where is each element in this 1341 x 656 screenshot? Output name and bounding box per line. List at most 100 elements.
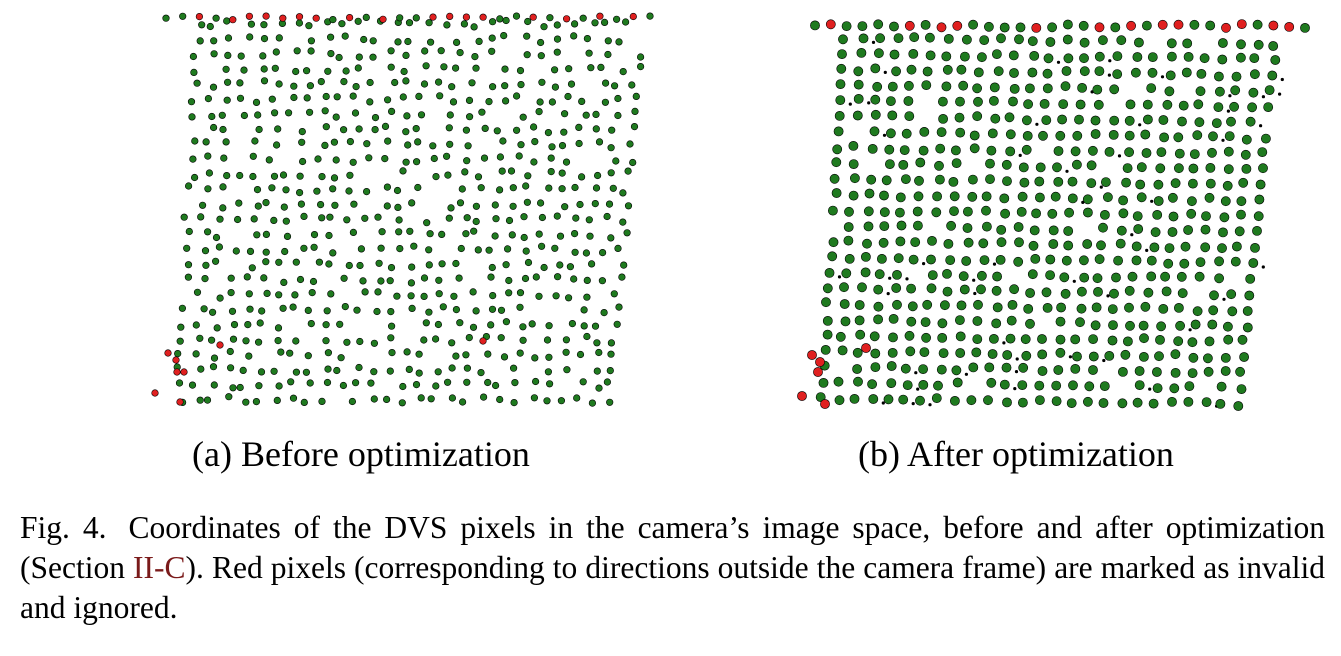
valid-pixel-dot — [996, 237, 1007, 248]
valid-pixel-dot — [407, 292, 415, 300]
valid-pixel-dot — [310, 243, 318, 251]
valid-pixel-dot — [898, 159, 909, 170]
valid-pixel-dot — [566, 263, 575, 271]
valid-pixel-dot — [1108, 320, 1118, 330]
valid-pixel-dot — [239, 366, 247, 375]
valid-pixel-dot — [381, 155, 389, 163]
valid-pixel-dot — [1208, 305, 1219, 316]
valid-pixel-dot — [1076, 303, 1087, 314]
valid-pixel-dot — [224, 51, 232, 60]
valid-pixel-dot — [369, 37, 377, 45]
valid-pixel-dot — [395, 216, 403, 224]
valid-pixel-dot — [374, 288, 382, 296]
invalid-pixel-dot — [825, 19, 836, 30]
projected-pixel-marker — [972, 278, 976, 282]
valid-pixel-dot — [509, 202, 517, 210]
valid-pixel-dot — [1079, 66, 1090, 77]
valid-pixel-dot — [895, 192, 906, 203]
valid-pixel-dot — [189, 52, 198, 61]
valid-pixel-dot — [1070, 363, 1081, 374]
valid-pixel-dot — [1245, 273, 1256, 284]
valid-pixel-dot — [889, 21, 899, 32]
valid-pixel-dot — [1136, 192, 1147, 203]
valid-pixel-dot — [537, 52, 545, 60]
valid-pixel-dot — [177, 323, 185, 331]
valid-pixel-dot — [838, 34, 848, 45]
valid-pixel-dot — [470, 227, 478, 235]
valid-pixel-dot — [948, 176, 959, 187]
valid-pixel-dot — [270, 216, 278, 224]
valid-pixel-dot — [1082, 207, 1093, 218]
valid-pixel-dot — [853, 66, 864, 77]
valid-pixel-dot — [349, 92, 357, 100]
valid-pixel-dot — [402, 128, 410, 136]
section-reference-link[interactable]: II-C — [133, 550, 186, 585]
valid-pixel-dot — [967, 174, 978, 185]
valid-pixel-dot — [857, 282, 867, 293]
valid-pixel-dot — [265, 156, 273, 164]
invalid-pixel-dot — [807, 350, 817, 360]
valid-pixel-dot — [937, 318, 948, 329]
valid-pixel-dot — [256, 319, 264, 327]
valid-pixel-dot — [1115, 238, 1126, 249]
valid-pixel-dot — [1190, 319, 1201, 330]
valid-pixel-dot — [1154, 351, 1164, 362]
valid-pixel-dot — [1139, 333, 1149, 344]
valid-pixel-dot — [201, 247, 210, 255]
valid-pixel-dot — [363, 140, 371, 148]
valid-pixel-dot — [1253, 211, 1264, 222]
valid-pixel-dot — [502, 97, 510, 105]
valid-pixel-dot — [507, 167, 516, 175]
projected-pixel-marker — [1130, 233, 1134, 237]
valid-pixel-dot — [423, 219, 431, 227]
valid-pixel-dot — [1136, 162, 1147, 173]
valid-pixel-dot — [918, 364, 928, 374]
projected-pixel-marker — [1072, 279, 1076, 283]
valid-pixel-dot — [446, 111, 454, 119]
valid-pixel-dot — [1209, 290, 1219, 301]
valid-pixel-dot — [260, 65, 268, 73]
valid-pixel-dot — [412, 381, 421, 389]
valid-pixel-dot — [560, 128, 568, 136]
valid-pixel-dot — [986, 145, 997, 156]
valid-pixel-dot — [242, 337, 250, 345]
valid-pixel-dot — [976, 270, 987, 281]
valid-pixel-dot — [1202, 353, 1213, 364]
valid-pixel-dot — [307, 47, 315, 55]
valid-pixel-dot — [535, 292, 543, 300]
valid-pixel-dot — [553, 212, 561, 220]
valid-pixel-dot — [831, 188, 842, 198]
valid-pixel-dot — [848, 159, 859, 169]
valid-pixel-dot — [1090, 115, 1101, 126]
invalid-pixel-dot — [629, 12, 637, 21]
valid-pixel-dot — [499, 137, 507, 145]
valid-pixel-dot — [609, 184, 617, 192]
valid-pixel-dot — [1187, 337, 1198, 348]
valid-pixel-dot — [215, 243, 223, 251]
invalid-pixel-dot — [216, 341, 224, 349]
valid-pixel-dot — [1022, 130, 1033, 141]
valid-pixel-dot — [247, 20, 255, 28]
valid-pixel-dot — [1177, 116, 1187, 127]
valid-pixel-dot — [583, 276, 591, 285]
valid-pixel-dot — [926, 254, 936, 265]
valid-pixel-dot — [477, 369, 485, 377]
valid-pixel-dot — [510, 364, 518, 372]
valid-pixel-dot — [1090, 129, 1101, 139]
valid-pixel-dot — [954, 112, 965, 123]
valid-pixel-dot — [1207, 319, 1218, 330]
valid-pixel-dot — [184, 261, 193, 269]
valid-pixel-dot — [1041, 287, 1052, 298]
valid-pixel-dot — [548, 143, 556, 151]
valid-pixel-dot — [1160, 271, 1170, 282]
valid-pixel-dot — [1180, 241, 1191, 252]
valid-pixel-dot — [861, 251, 871, 262]
valid-pixel-dot — [530, 158, 538, 166]
projected-pixel-marker — [1013, 387, 1017, 391]
valid-pixel-dot — [516, 303, 524, 311]
valid-pixel-dot — [1216, 381, 1227, 392]
valid-pixel-dot — [387, 47, 395, 55]
valid-pixel-dot — [556, 261, 564, 269]
valid-pixel-dot — [1173, 302, 1184, 313]
valid-pixel-dot — [216, 215, 224, 223]
